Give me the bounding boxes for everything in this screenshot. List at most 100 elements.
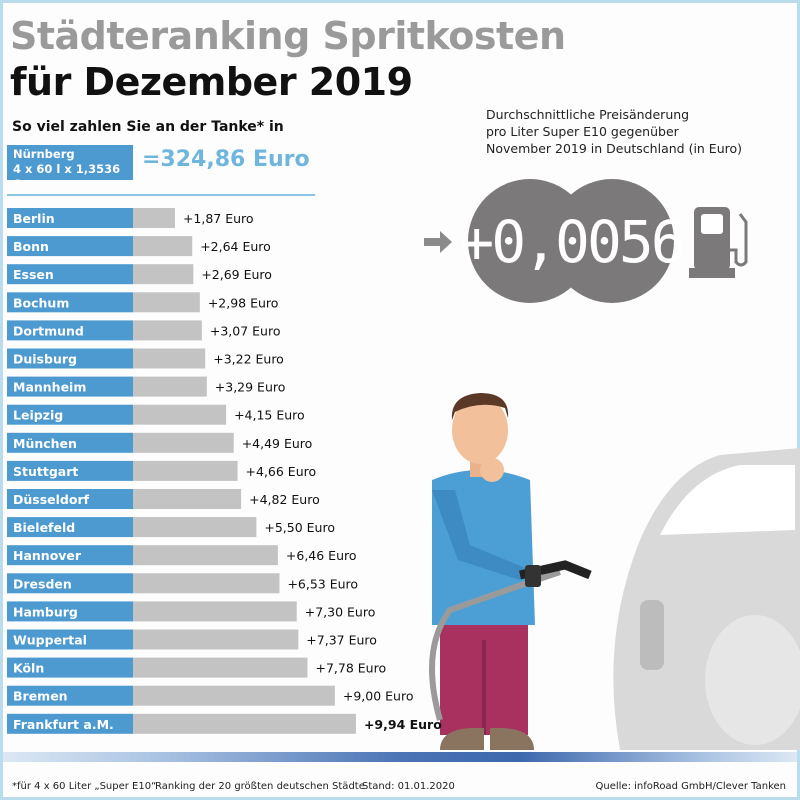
category-label: Wuppertal — [13, 633, 87, 648]
value-bar — [133, 460, 238, 481]
value-bar — [133, 404, 227, 425]
value-bar — [133, 376, 207, 397]
value-bar — [133, 292, 200, 313]
title-line2: für Dezember 2019 — [10, 60, 413, 104]
category-label-bar — [7, 573, 133, 594]
category-label-bar — [7, 432, 133, 453]
category-label-bar — [7, 320, 133, 341]
value-label: +9,00 Euro — [343, 689, 414, 704]
value-label: +4,49 Euro — [242, 436, 313, 451]
decorative-strip — [3, 752, 797, 762]
fuel-pump-icon — [689, 207, 748, 278]
price-change-description: Durchschnittliche Preisänderung pro Lite… — [486, 106, 742, 157]
value-bar — [133, 545, 278, 566]
category-label: Bochum — [13, 295, 69, 310]
category-label: Bremen — [13, 689, 68, 704]
desc-line: Durchschnittliche Preisänderung — [486, 107, 690, 122]
value-bar — [133, 348, 206, 369]
price-display: +0,0056 — [459, 179, 686, 303]
category-label: Berlin — [13, 211, 55, 226]
person-illustration — [429, 393, 592, 750]
value-bar — [133, 657, 308, 678]
footer-date: Stand: 01.01.2020 — [362, 781, 455, 792]
footer-ranking: Ranking der 20 größten deutschen Städte — [155, 781, 365, 792]
category-label-bar — [7, 629, 133, 650]
category-label: Frankfurt a.M. — [13, 717, 114, 732]
category-label-bar — [7, 404, 133, 425]
value-label: +2,64 Euro — [200, 239, 271, 254]
category-label: Leipzig — [13, 408, 63, 423]
category-label-bar — [7, 545, 133, 566]
value-label: +6,53 Euro — [287, 576, 358, 591]
category-label: Köln — [13, 661, 44, 676]
footer-note: *für 4 x 60 Liter „Super E10“ — [12, 781, 157, 792]
category-label: Bonn — [13, 239, 49, 254]
value-bar — [133, 601, 297, 622]
category-label: Hamburg — [13, 604, 78, 619]
category-label: Bielefeld — [13, 520, 75, 535]
category-label-bar — [7, 460, 133, 481]
category-label: Duisburg — [13, 352, 77, 367]
category-label-bar — [7, 376, 133, 397]
value-bar — [133, 236, 193, 257]
reference-city: Nürnberg — [13, 147, 75, 161]
category-label: Hannover — [13, 548, 82, 563]
value-bar — [133, 208, 175, 228]
category-label-bar — [7, 208, 133, 228]
value-bar — [133, 264, 194, 285]
category-label-bar — [7, 601, 133, 622]
value-label: +4,15 Euro — [234, 408, 305, 423]
value-label: +9,94 Euro — [364, 717, 442, 732]
divider — [7, 194, 315, 196]
category-label: Essen — [13, 267, 54, 282]
value-label: +7,78 Euro — [316, 661, 387, 676]
reference-formula: 4 x 60 l x 1,3536 € — [13, 162, 121, 191]
value-label: +6,46 Euro — [286, 548, 357, 563]
category-label-bar — [7, 236, 133, 257]
value-label: +3,07 Euro — [210, 323, 281, 338]
value-label: +5,50 Euro — [264, 520, 335, 535]
category-label-bar — [7, 292, 133, 313]
category-label-bar — [7, 348, 133, 369]
value-bar — [133, 320, 202, 341]
desc-line: November 2019 in Deutschland (in Euro) — [486, 141, 743, 156]
value-bar — [133, 489, 242, 509]
value-bar — [133, 517, 257, 538]
category-label-bar — [7, 657, 133, 678]
category-label-bar — [7, 713, 133, 734]
bar-chart: Berlin +1,87 Euro Bonn +2,64 Euro Essen +2,69… — [7, 208, 442, 734]
footer-source: Quelle: infoRoad GmbH/Clever Tanken — [595, 781, 787, 792]
value-bar — [133, 685, 335, 706]
value-bar — [133, 713, 356, 734]
desc-line: pro Liter Super E10 gegenüber — [486, 124, 679, 139]
category-label: Düsseldorf — [13, 492, 90, 507]
category-label: Dortmund — [13, 323, 84, 338]
value-label: +2,69 Euro — [201, 267, 272, 282]
reference-total: =324,86 Euro — [142, 147, 310, 172]
value-label: +4,82 Euro — [249, 492, 320, 507]
category-label-bar — [7, 685, 133, 706]
title-line1: Städteranking Spritkosten — [10, 14, 566, 58]
category-label-bar — [7, 489, 133, 509]
arrow-icon — [424, 231, 452, 253]
reference-box: Nürnberg 4 x 60 l x 1,3536 € — [7, 145, 133, 191]
subtitle: So viel zahlen Sie an der Tanke* in — [12, 119, 284, 135]
car-illustration — [613, 448, 800, 750]
category-label: München — [13, 436, 77, 451]
value-label: +1,87 Euro — [183, 211, 254, 226]
value-label: +2,98 Euro — [208, 295, 279, 310]
category-label-bar — [7, 517, 133, 538]
category-label: Mannheim — [13, 380, 86, 395]
value-label: +7,37 Euro — [306, 633, 377, 648]
category-label: Stuttgart — [13, 464, 78, 479]
category-label: Dresden — [13, 576, 72, 591]
value-label: +4,66 Euro — [246, 464, 317, 479]
value-bar — [133, 629, 299, 650]
value-bar — [133, 573, 280, 594]
value-label: +7,30 Euro — [305, 604, 376, 619]
price-change-value: +0,0056 — [459, 208, 683, 276]
category-label-bar — [7, 264, 133, 285]
value-label: +3,29 Euro — [215, 380, 286, 395]
value-bar — [133, 432, 234, 453]
